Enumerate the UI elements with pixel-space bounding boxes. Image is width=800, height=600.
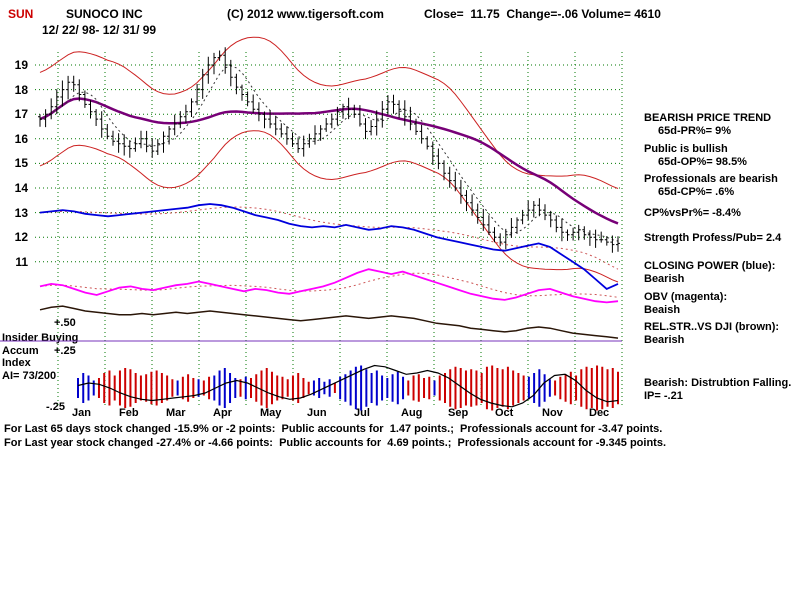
month-label: Feb [119, 407, 139, 419]
stock-title: SUNOCO INC [66, 7, 143, 21]
analysis-line: OBV (magenta): [644, 291, 728, 303]
analysis-line: REL.STR..VS DJI (brown): [644, 321, 780, 333]
month-label: Sep [448, 407, 469, 419]
analysis-line: IP= -.21 [644, 390, 683, 402]
ticker-symbol: SUN [8, 7, 34, 21]
analysis-line: CP%vsPr%= -8.4% [644, 207, 741, 219]
quote-summary: Close= 11.75 Change=-.06 Volume= 4610 [424, 7, 661, 21]
month-label: Aug [401, 407, 423, 419]
month-label: Jun [307, 407, 327, 419]
price-tick-label: 12 [14, 230, 28, 245]
analysis-line: Bearish: Distrubtion Falling. [644, 377, 792, 389]
month-label: Mar [166, 407, 186, 419]
month-label: Jan [72, 407, 91, 419]
copyright-text: (C) 2012 www.tigersoft.com [227, 7, 384, 21]
month-label: Apr [213, 407, 232, 419]
index-label: Index [2, 357, 31, 369]
price-tick-label: 13 [14, 205, 28, 220]
analysis-line: 65d-OP%= 98.5% [658, 156, 747, 168]
price-tick-label: 11 [15, 254, 28, 269]
summary-line-65d: For Last 65 days stock changed -15.9% or… [4, 423, 663, 435]
analysis-line: CLOSING POWER (blue): [644, 260, 776, 272]
analysis-line: Strength Profess/Pub= 2.4 [644, 232, 782, 244]
price-chart [0, 36, 623, 411]
scale-plus50-label: +.50 [54, 317, 76, 329]
price-tick-label: 15 [14, 156, 28, 171]
ai-value-label: AI= 73/200 [2, 370, 57, 382]
month-label: Dec [589, 407, 610, 419]
analysis-line: Bearish [644, 273, 685, 285]
scale-plus25-label: +.25 [54, 345, 76, 357]
analysis-line: BEARISH PRICE TREND [644, 112, 772, 124]
price-tick-label: 17 [14, 107, 28, 122]
month-label: May [260, 407, 282, 419]
month-label: Nov [542, 407, 563, 419]
summary-line-year: For Last year stock changed -27.4% or -4… [4, 437, 666, 449]
analysis-line: Professionals are bearish [644, 173, 778, 185]
accum-label: Accum [2, 345, 39, 357]
analysis-line: Bearish [644, 334, 685, 346]
analysis-line: 65d-PR%= 9% [658, 125, 732, 137]
month-label: Oct [495, 407, 514, 419]
price-tick-label: 18 [14, 82, 28, 97]
month-label: Jul [354, 407, 370, 419]
analysis-line: Public is bullish [644, 143, 728, 155]
date-range: 12/ 22/ 98- 12/ 31/ 99 [42, 23, 157, 37]
price-tick-label: 14 [14, 181, 28, 195]
analysis-line: Beaish [644, 304, 681, 316]
scale-minus25-label: -.25 [46, 401, 65, 413]
analysis-line: 65d-CP%= .6% [658, 186, 735, 198]
price-tick-label: 19 [14, 58, 28, 72]
price-tick-label: 16 [14, 131, 28, 146]
